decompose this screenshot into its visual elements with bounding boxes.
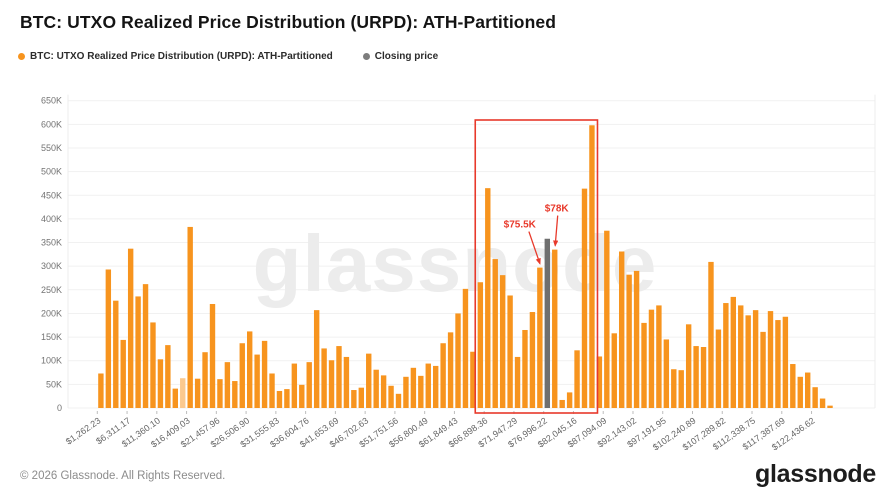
copyright-text: © 2026 Glassnode. All Rights Reserved. <box>20 470 226 482</box>
svg-text:650K: 650K <box>41 96 62 106</box>
legend-item-closing-price[interactable]: Closing price <box>362 51 439 62</box>
svg-text:100K: 100K <box>41 356 62 366</box>
glassnode-logo: glassnode <box>755 460 876 488</box>
chart-bars <box>98 125 833 408</box>
legend-item-urpd[interactable]: BTC: UTXO Realized Price Distribution (U… <box>18 51 333 62</box>
legend-dot-gray-icon <box>362 53 370 60</box>
legend-label-urpd: BTC: UTXO Realized Price Distribution (U… <box>30 51 333 62</box>
svg-text:550K: 550K <box>41 143 62 153</box>
legend-dot-orange-icon <box>18 53 25 60</box>
svg-text:600K: 600K <box>41 119 62 129</box>
chart-x-axis: $1,262.23$6,311.17$11,360.10$16,409.03$2… <box>64 411 817 452</box>
svg-text:$78K: $78K <box>545 204 570 215</box>
svg-text:400K: 400K <box>41 214 62 224</box>
svg-text:250K: 250K <box>41 285 62 295</box>
svg-text:200K: 200K <box>41 308 62 318</box>
svg-text:0: 0 <box>57 403 62 413</box>
glassnode-watermark: glassnode <box>253 219 658 308</box>
svg-text:500K: 500K <box>41 167 62 177</box>
chart-annotations: $75.5K $78K <box>474 119 599 414</box>
svg-text:glassnode: glassnode <box>253 219 658 308</box>
svg-text:50K: 50K <box>46 379 62 389</box>
svg-text:300K: 300K <box>41 261 62 271</box>
chart-legend: BTC: UTXO Realized Price Distribution (U… <box>18 51 438 62</box>
svg-text:450K: 450K <box>41 190 62 200</box>
svg-text:$75.5K: $75.5K <box>504 220 537 231</box>
svg-text:150K: 150K <box>41 332 62 342</box>
legend-label-closing-price: Closing price <box>374 51 439 62</box>
page-title: BTC: UTXO Realized Price Distribution (U… <box>20 12 556 32</box>
svg-text:350K: 350K <box>41 238 62 248</box>
